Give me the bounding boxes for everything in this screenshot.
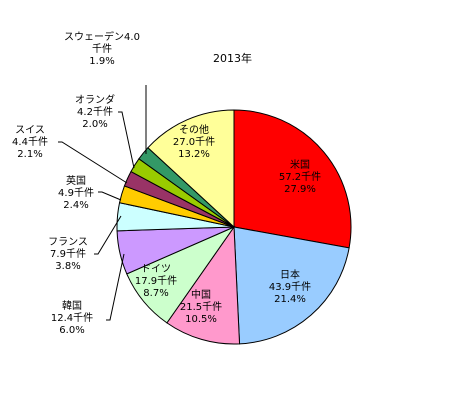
leader-line: [98, 191, 122, 201]
slice-label: ドイツ 17.9千件 8.7%: [135, 264, 177, 299]
slice-value: 27.0千件: [173, 136, 215, 148]
slice-name: 日本: [280, 268, 300, 281]
slice-value: 千件: [92, 43, 112, 55]
slice-name: スウェーデン4.0: [64, 30, 140, 43]
slice-value: 21.5千件: [180, 301, 222, 313]
slice-name: 韓国: [62, 300, 82, 312]
slice-percent: 10.5%: [185, 314, 217, 325]
slice-percent: 8.7%: [143, 288, 168, 299]
leader-lines: [58, 85, 147, 321]
slice-label: 韓国 12.4千件 6.0%: [51, 300, 93, 336]
slice-value: 4.9千件: [58, 187, 94, 199]
slice-name: 英国: [66, 174, 86, 187]
leader-line: [118, 111, 135, 169]
slice-value: 4.2千件: [77, 106, 113, 118]
slice-name: スイス: [15, 125, 45, 136]
slice-percent: 2.0%: [82, 119, 107, 130]
slice-value: 43.9千件: [269, 281, 311, 293]
slice-name: ドイツ: [141, 264, 171, 275]
slice-value: 57.2千件: [279, 171, 321, 183]
slice-percent: 6.0%: [59, 325, 84, 336]
leader-line: [58, 141, 128, 184]
slice-percent: 3.8%: [55, 261, 80, 272]
slice-value: 4.4千件: [12, 136, 48, 148]
slice-label: スウェーデン4.0 千件 1.9%: [64, 30, 140, 67]
slice-label: スイス 4.4千件 2.1%: [12, 125, 48, 160]
slice-percent: 2.1%: [17, 149, 42, 160]
slice-percent: 21.4%: [274, 294, 306, 305]
slice-label: その他 27.0千件 13.2%: [173, 123, 215, 160]
pie-slices: [116, 109, 352, 345]
pie-slice: [233, 226, 350, 345]
chart-title: 2013年: [213, 51, 252, 65]
slice-label: フランス 7.9千件 3.8%: [48, 236, 88, 272]
slice-label: 米国 57.2千件 27.9%: [279, 158, 321, 195]
slice-label: 英国 4.9千件 2.4%: [58, 174, 94, 211]
slice-name: オランダ: [75, 93, 115, 106]
slice-value: 17.9千件: [135, 275, 177, 287]
slice-labels: 米国 57.2千件 27.9%日本 43.9千件 21.4%中国 21.5千件 10.5%ド…: [12, 30, 321, 336]
leader-line: [94, 215, 122, 255]
pie-slice: [233, 109, 352, 249]
slice-percent: 27.9%: [284, 184, 316, 195]
slice-name: 中国: [191, 288, 211, 301]
slice-name: 米国: [290, 158, 310, 171]
slice-label: オランダ 4.2千件 2.0%: [75, 93, 115, 130]
slice-percent: 2.4%: [63, 200, 88, 211]
slice-name: その他: [179, 123, 209, 136]
slice-percent: 1.9%: [89, 56, 114, 67]
pie-slice: [166, 225, 241, 345]
pie-slice: [147, 109, 235, 229]
slice-label: 中国 21.5千件 10.5%: [180, 288, 222, 325]
slice-value: 12.4千件: [51, 312, 93, 324]
slice-value: 7.9千件: [50, 248, 86, 260]
slice-name: フランス: [48, 236, 88, 248]
slice-percent: 13.2%: [178, 149, 210, 160]
leader-line: [106, 253, 125, 321]
slice-label: 日本 43.9千件 21.4%: [269, 268, 311, 305]
